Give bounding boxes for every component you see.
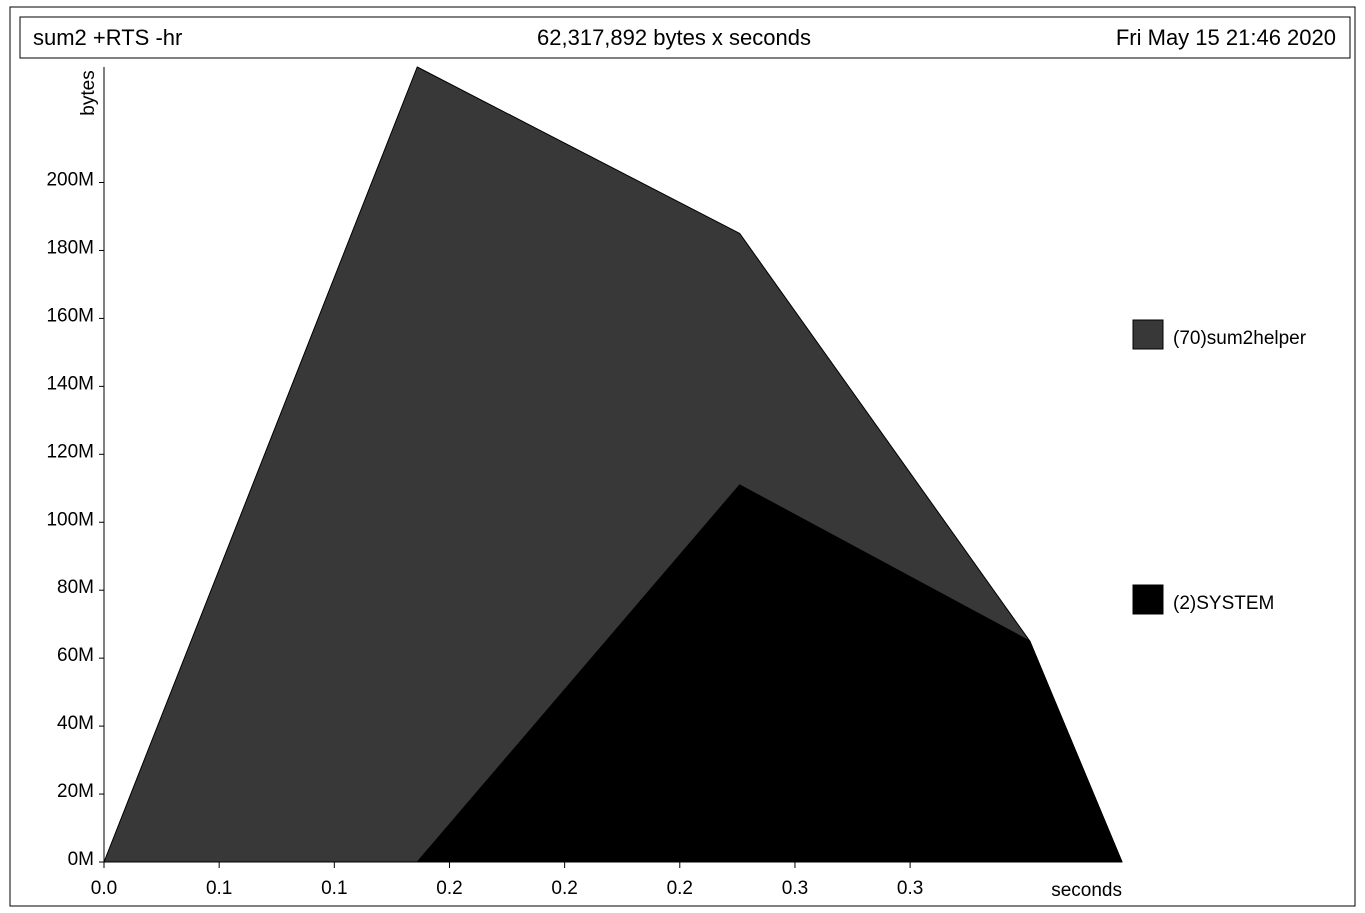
x-axis-ticks: 0.0 0.1 0.1 0.2 0.2 0.2 0.3 0.3 <box>91 862 923 899</box>
areas <box>103 66 1123 863</box>
x-tick-label: 0.3 <box>782 878 808 899</box>
x-tick-label: 0.2 <box>551 878 577 899</box>
header-box <box>19 16 1351 59</box>
y-tick-label: 60M <box>57 645 94 666</box>
header-date: Fri May 15 21:46 2020 <box>1116 25 1336 50</box>
y-tick-label: 100M <box>46 509 94 530</box>
x-tick-label: 0.2 <box>667 878 693 899</box>
outer-frame <box>9 6 1356 907</box>
y-tick-label: 0M <box>68 849 94 870</box>
header-program: sum2 +RTS -hr <box>33 25 182 50</box>
y-tick-label: 180M <box>46 237 94 258</box>
legend-swatch <box>1132 319 1164 350</box>
x-axis-label: seconds <box>1051 880 1122 901</box>
y-tick-label: 140M <box>46 373 94 394</box>
y-axis-label: bytes <box>78 70 99 115</box>
y-tick-label: 80M <box>57 577 94 598</box>
y-tick-label: 160M <box>46 305 94 326</box>
y-tick-label: 40M <box>57 713 94 734</box>
x-tick-label: 0.3 <box>897 878 923 899</box>
y-axis-ticks: 0M 20M 40M 60M 80M 100M 120M 140M 160M 180M 200M <box>46 170 104 870</box>
legend: (70)sum2helper (2)SYSTEM <box>1132 319 1307 615</box>
axes <box>103 67 1122 863</box>
x-tick-label: 0.0 <box>91 878 117 899</box>
y-tick-label: 20M <box>57 781 94 802</box>
x-tick-label: 0.1 <box>321 878 347 899</box>
legend-label: (70)sum2helper <box>1173 328 1307 349</box>
legend-swatch <box>1132 584 1164 615</box>
x-tick-label: 0.1 <box>206 878 232 899</box>
legend-label: (2)SYSTEM <box>1173 593 1274 614</box>
y-tick-label: 200M <box>46 170 94 191</box>
x-tick-label: 0.2 <box>436 878 462 899</box>
header-total: 62,317,892 bytes x seconds <box>537 25 811 50</box>
y-tick-label: 120M <box>46 441 94 462</box>
